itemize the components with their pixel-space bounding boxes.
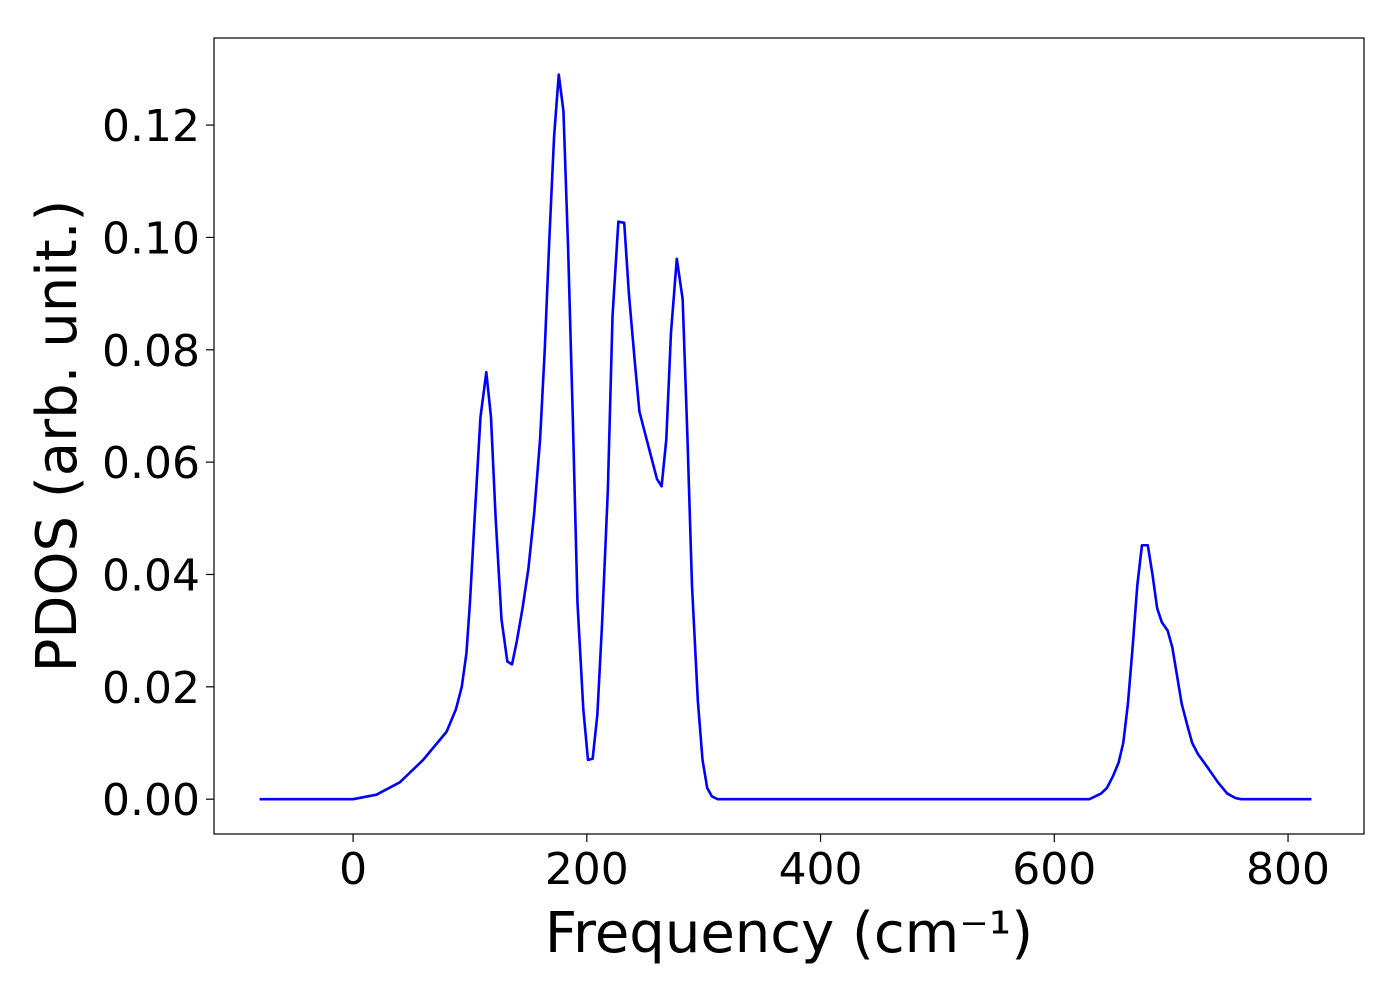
- x-tick-label: 400: [779, 844, 863, 895]
- y-tick-label: 0.06: [102, 438, 200, 489]
- y-tick-label: 0.08: [102, 326, 200, 377]
- y-tick-label: 0.12: [102, 101, 200, 152]
- y-tick-label: 0.00: [102, 775, 200, 826]
- x-axis-label: Frequency (cm⁻¹): [545, 901, 1033, 966]
- x-tick-label: 0: [339, 844, 367, 895]
- y-tick-label: 0.04: [102, 550, 200, 601]
- x-tick-label: 200: [545, 844, 629, 895]
- x-tick-label: 800: [1246, 844, 1330, 895]
- x-tick-label: 600: [1012, 844, 1096, 895]
- y-axis-label: PDOS (arb. unit.): [25, 200, 90, 673]
- y-tick-label: 0.10: [102, 213, 200, 264]
- line: [259, 73, 1312, 801]
- plot-frame: [213, 37, 1365, 835]
- y-tick-label: 0.02: [102, 663, 200, 714]
